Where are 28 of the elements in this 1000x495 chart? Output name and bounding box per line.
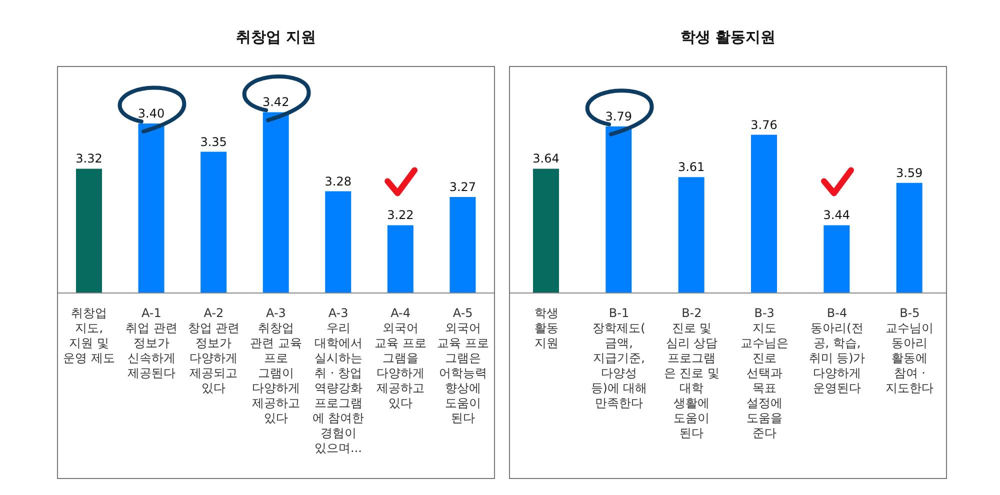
data-label: 3.59 <box>896 166 923 180</box>
data-label: 3.28 <box>324 174 352 188</box>
data-label: 3.42 <box>262 95 290 110</box>
category-label: B-3 지도 교수님은 진로 선택과 목표 설정에 도움을 준다 <box>740 306 788 440</box>
x-tick-label: A-4 외국어 교육 프로 그램을 다양하게 제공하고 있다 <box>374 306 426 410</box>
data-label: 3.76 <box>750 118 778 132</box>
x-tick-label: B-5 교수님이 동아리 활동에 참여 · 지도한다 <box>886 306 934 395</box>
chart-title: 학생 활동지원 <box>679 26 777 48</box>
data-label: 3.44 <box>823 208 850 222</box>
data-label: 3.22 <box>387 208 414 222</box>
chart-title: 취창업 지원 <box>234 26 318 48</box>
x-tick-label: B-4 동아리(전 공, 학습, 취미 등)가 다양하게 운영된다 <box>808 306 866 395</box>
x-tick-label: B-1 장학제도( 금액, 지급기준, 다양성 등)에 대해 만족한다 <box>590 306 648 410</box>
data-label: 3.32 <box>76 152 102 166</box>
data-label: 3.61 <box>678 160 705 174</box>
data-label: 3.27 <box>449 180 476 194</box>
category-label: A-3 우리 대학에서 실시하는 취 · 창업 역량강화 프로그램 에 참여한 경험이 있으며... <box>312 306 364 455</box>
category-label: B-2 진로 및 심리 상담 프로그램 은 진로 및 대학 생활에 도움이 된다 <box>664 306 720 440</box>
data-label: 3.79 <box>605 109 632 124</box>
x-tick-label: A-2 창업 관련 정보가 다양하게 제공되고 있다 <box>188 306 240 395</box>
data-label: 3.64 <box>532 152 560 166</box>
data-label: 3.35 <box>200 134 227 149</box>
x-tick-label: A-5 외국어 교육 프로 그램은 어학능력 향상에 도움이 된다 <box>436 306 489 425</box>
x-tick-label: 취창업 지도, 지원 및 운영 제도 <box>63 306 116 365</box>
x-tick-label: 학생 활동 지원 <box>534 306 558 350</box>
data-label: 3.40 <box>138 106 165 120</box>
x-tick-label: A-1 취업 관련 정보가 신속하게 제공된다 <box>126 306 178 380</box>
x-tick-label: A-3 취창업 관련 교육 프로 그램이 다양하게 제공하고 있다 <box>250 306 302 425</box>
